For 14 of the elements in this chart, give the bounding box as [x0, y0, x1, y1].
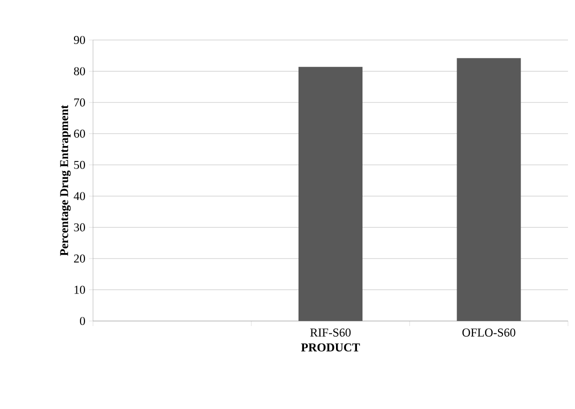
y-axis-title: Percentage Drug Entrapment [60, 104, 71, 256]
y-tick-label: 60 [74, 130, 86, 138]
x-tick-label: RIF-S60 [310, 328, 351, 337]
y-tick-label: 90 [74, 36, 86, 44]
x-tick-label: OFLO-S60 [462, 328, 516, 337]
y-tick-label: 30 [74, 223, 86, 232]
y-tick-label: 50 [74, 160, 86, 169]
y-tick-label: 10 [74, 286, 86, 294]
y-tick-label: 70 [74, 98, 86, 106]
y-tick-label: 40 [74, 192, 86, 200]
y-tick-label: 80 [74, 67, 86, 76]
y-tick-label: 0 [80, 316, 86, 326]
y-tick-label: 20 [74, 254, 86, 263]
x-axis-title: PRODUCT [301, 343, 360, 352]
